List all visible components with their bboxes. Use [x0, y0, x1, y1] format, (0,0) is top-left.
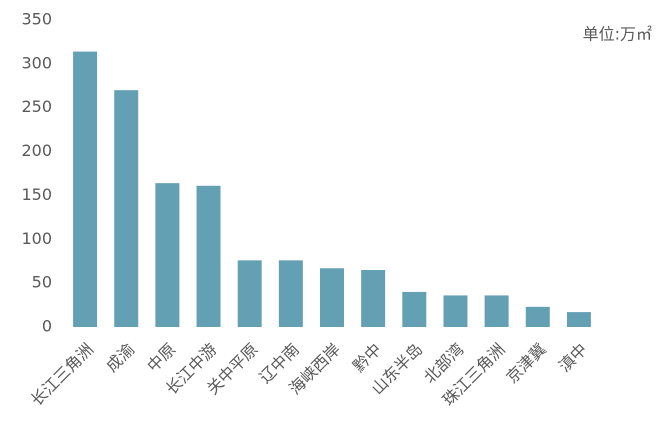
- bar: [566, 312, 591, 327]
- bar: [484, 295, 509, 327]
- bar: [237, 260, 262, 327]
- x-tick-label: 中原: [143, 340, 179, 376]
- bar: [114, 90, 139, 328]
- bar: [525, 306, 550, 327]
- x-tick-label: 成渝: [102, 340, 138, 376]
- bar: [361, 269, 386, 327]
- y-tick-label: 350: [21, 10, 52, 29]
- x-tick-label: 滇中: [555, 340, 591, 376]
- bar: [196, 185, 221, 327]
- y-tick-label: 300: [21, 53, 52, 72]
- x-tick-label: 黔中: [349, 340, 385, 376]
- bar: [443, 295, 468, 327]
- y-tick-label: 250: [21, 97, 52, 116]
- bar: [402, 291, 427, 327]
- y-tick-label: 100: [21, 229, 52, 248]
- y-tick-label: 150: [21, 185, 52, 204]
- bar: [278, 260, 303, 327]
- unit-annotation: 单位:万㎡: [583, 25, 652, 44]
- y-tick-label: 50: [32, 273, 52, 292]
- bar: [320, 268, 344, 327]
- y-tick-label: 200: [21, 141, 52, 160]
- y-tick-label: 0: [42, 317, 52, 336]
- bar: [155, 183, 180, 327]
- x-tick-label: 京津冀: [502, 340, 549, 387]
- bar: [73, 51, 98, 327]
- x-tick-label: 长江三角洲: [27, 340, 97, 410]
